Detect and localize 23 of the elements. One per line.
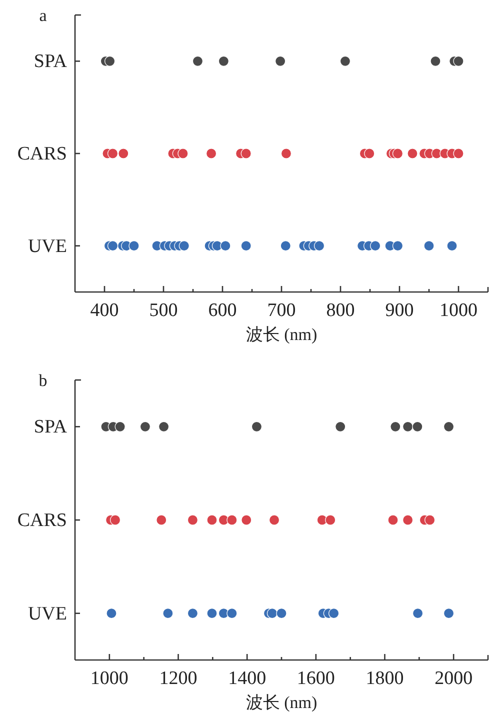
x-tick-label: 600 xyxy=(208,300,237,321)
x-tick-label: 1200 xyxy=(159,668,198,689)
x-tick-label: 400 xyxy=(90,300,119,321)
x-tick-label: 1400 xyxy=(228,668,266,689)
x-tick-label: 500 xyxy=(149,300,178,321)
y-tick-label: SPA xyxy=(34,51,68,72)
x-tick-label: 900 xyxy=(385,300,414,321)
x-tick-label: 1800 xyxy=(366,668,404,689)
chart-title: a xyxy=(39,6,48,25)
x-tick-label: 1000 xyxy=(440,300,478,321)
x-tick-label: 800 xyxy=(326,300,355,321)
y-tick-label: UVE xyxy=(28,603,67,624)
y-tick-label: UVE xyxy=(28,236,67,257)
x-axis-title: 波长 (nm) xyxy=(246,693,318,712)
x-tick-label: 700 xyxy=(267,300,296,321)
x-tick-label: 1000 xyxy=(90,668,128,689)
y-tick-label: CARS xyxy=(17,510,67,531)
x-tick-label: 2000 xyxy=(434,668,473,689)
x-tick-label: 1600 xyxy=(296,668,335,689)
y-tick-label: CARS xyxy=(17,144,67,164)
chart-title: b xyxy=(38,371,48,390)
x-axis-title: 波长 (nm) xyxy=(246,325,318,344)
y-tick-label: SPA xyxy=(34,416,68,438)
